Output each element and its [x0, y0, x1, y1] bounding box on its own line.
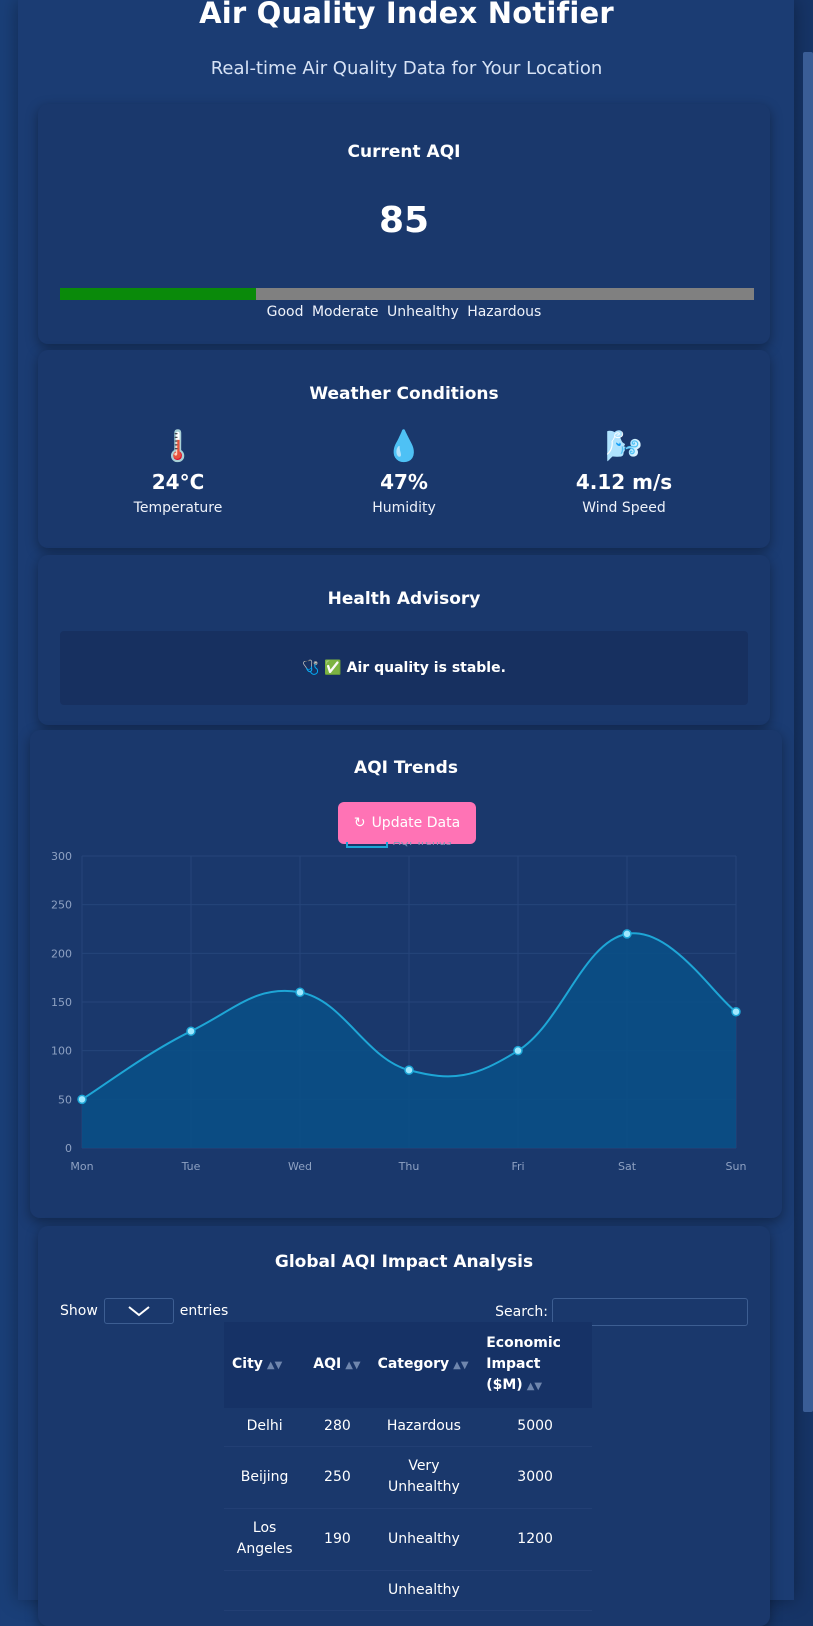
data-point	[186, 1026, 196, 1036]
impact-analysis-card: Global AQI Impact Analysis Show entries …	[38, 1226, 770, 1626]
y-tick-label: 100	[51, 1045, 72, 1058]
table-row: Delhi 280 Hazardous 5000	[224, 1408, 592, 1447]
aqi-progress-bar	[60, 288, 754, 300]
cell-aqi: 280	[305, 1408, 370, 1447]
wind-icon: 🌬️	[605, 429, 643, 464]
humidity-label: Humidity	[372, 500, 436, 516]
aqi-progress-fill	[60, 288, 257, 300]
impact-table: City ▲▼ AQI ▲▼ Category ▲▼ Economic Impact …	[224, 1322, 592, 1611]
data-point	[295, 987, 305, 998]
data-point	[404, 1065, 414, 1075]
table-row: Unhealthy	[224, 1570, 592, 1611]
weather-item-humidity: 💧 47% Humidity	[304, 428, 504, 516]
current-aqi-card: Current AQI 85 Good Moderate Unhealthy H…	[38, 104, 770, 344]
x-tick-label: Mon	[70, 1160, 93, 1173]
y-tick-label: 50	[58, 1093, 72, 1106]
x-tick-label: Tue	[181, 1160, 201, 1173]
page-subtitle: Real-time Air Quality Data for Your Loca…	[210, 58, 603, 79]
weather-item-temperature: 🌡️ 24°C Temperature	[78, 428, 278, 516]
series-area	[82, 933, 736, 1148]
current-aqi-title: Current AQI	[347, 142, 461, 162]
y-tick-label: 250	[51, 899, 72, 912]
y-tick-label: 150	[51, 996, 72, 1009]
weather-item-wind: 🌬️ 4.12 m/s Wind Speed	[524, 428, 724, 516]
show-label: Show	[60, 1303, 98, 1319]
cell-impact: 1200	[478, 1508, 592, 1571]
data-point	[731, 1006, 741, 1017]
cell-aqi: 190	[305, 1508, 370, 1571]
entries-label: entries	[179, 1303, 229, 1319]
droplet-icon: 💧	[385, 429, 423, 464]
cell-impact: 5000	[478, 1408, 592, 1447]
temperature-label: Temperature	[133, 500, 223, 516]
cell-category: Unhealthy	[369, 1508, 479, 1571]
update-data-label: Update Data	[371, 815, 461, 831]
weather-title: Weather Conditions	[309, 384, 499, 404]
cell-category: Hazardous	[369, 1408, 479, 1447]
aqi-value: 85	[378, 200, 430, 241]
search-control: Search:	[495, 1298, 748, 1326]
page-title: Air Quality Index Notifier	[199, 0, 614, 30]
column-header-economic-impact[interactable]: Economic Impact ($M) ▲▼	[478, 1322, 592, 1408]
y-tick-label: 200	[51, 947, 72, 960]
show-entries-control: Show entries	[60, 1298, 228, 1324]
table-row: Los Angeles 190 Unhealthy 1200	[224, 1508, 592, 1571]
aqi-trends-chart: AQI Trends 0 50 100 150 200 250 300 Mon Tue Wed Thu…	[51, 842, 747, 1173]
cell-city	[224, 1570, 306, 1611]
table-header-row: City ▲▼ AQI ▲▼ Category ▲▼ Economic Impact …	[224, 1322, 592, 1408]
thermometer-icon: 🌡️	[159, 429, 197, 464]
table-row: Beijing 250 Very Unhealthy 3000	[224, 1446, 592, 1509]
entries-select[interactable]	[103, 1298, 174, 1324]
refresh-icon: ↻	[353, 815, 366, 831]
column-header-aqi[interactable]: AQI ▲▼	[305, 1322, 370, 1408]
cell-city: Delhi	[224, 1408, 306, 1447]
x-tick-label: Sun	[726, 1160, 747, 1173]
data-point	[77, 1094, 87, 1105]
cell-city: Los Angeles	[224, 1508, 306, 1571]
search-input[interactable]	[552, 1298, 748, 1326]
aqi-trends-card: AQI Trends ↻ Update Data AQI Trends 0 50 10…	[30, 730, 782, 1218]
data-point	[513, 1045, 523, 1056]
x-tick-label: Fri	[511, 1160, 524, 1173]
column-header-city[interactable]: City ▲▼	[224, 1322, 306, 1408]
cell-city: Beijing	[224, 1446, 306, 1509]
wind-speed-value: 4.12 m/s	[575, 470, 673, 494]
scale-label-unhealthy: Unhealthy	[387, 304, 459, 320]
cell-aqi: 250	[305, 1446, 370, 1509]
cell-impact: 3000	[478, 1446, 592, 1509]
aqi-scale-labels: Good Moderate Unhealthy Hazardous	[38, 304, 770, 320]
scale-label-hazardous: Hazardous	[467, 304, 542, 320]
health-advisory-card: Health Advisory 🩺 ✅ Air quality is stabl…	[38, 555, 770, 725]
impact-analysis-title: Global AQI Impact Analysis	[274, 1252, 534, 1272]
cell-category: Very Unhealthy	[369, 1446, 479, 1509]
search-label: Search:	[495, 1304, 548, 1320]
wind-speed-label: Wind Speed	[582, 500, 666, 516]
humidity-value: 47%	[380, 470, 428, 494]
data-point	[622, 929, 632, 939]
x-tick-label: Wed	[288, 1160, 312, 1173]
column-header-category[interactable]: Category ▲▼	[369, 1322, 479, 1408]
legend-label: AQI Trends	[393, 842, 452, 848]
cell-impact	[478, 1570, 592, 1611]
aqi-trends-title: AQI Trends	[354, 758, 458, 778]
scale-label-good: Good	[266, 304, 304, 320]
temperature-value: 24°C	[151, 470, 205, 494]
cell-aqi	[305, 1570, 370, 1611]
chevron-down-icon	[128, 1306, 150, 1317]
health-advisory-message: 🩺 ✅ Air quality is stable.	[60, 631, 748, 705]
scale-label-moderate: Moderate	[311, 304, 379, 320]
x-tick-label: Thu	[398, 1160, 420, 1173]
update-data-button[interactable]: ↻ Update Data	[338, 802, 476, 844]
cell-category: Unhealthy	[369, 1570, 479, 1611]
health-advisory-title: Health Advisory	[327, 589, 481, 609]
weather-card: Weather Conditions 🌡️ 24°C Temperature 💧…	[38, 350, 770, 548]
y-tick-label: 300	[51, 850, 72, 863]
scrollbar[interactable]	[803, 52, 813, 1412]
y-tick-label: 0	[65, 1142, 72, 1155]
x-tick-label: Sat	[618, 1160, 637, 1173]
legend-swatch	[346, 842, 388, 848]
